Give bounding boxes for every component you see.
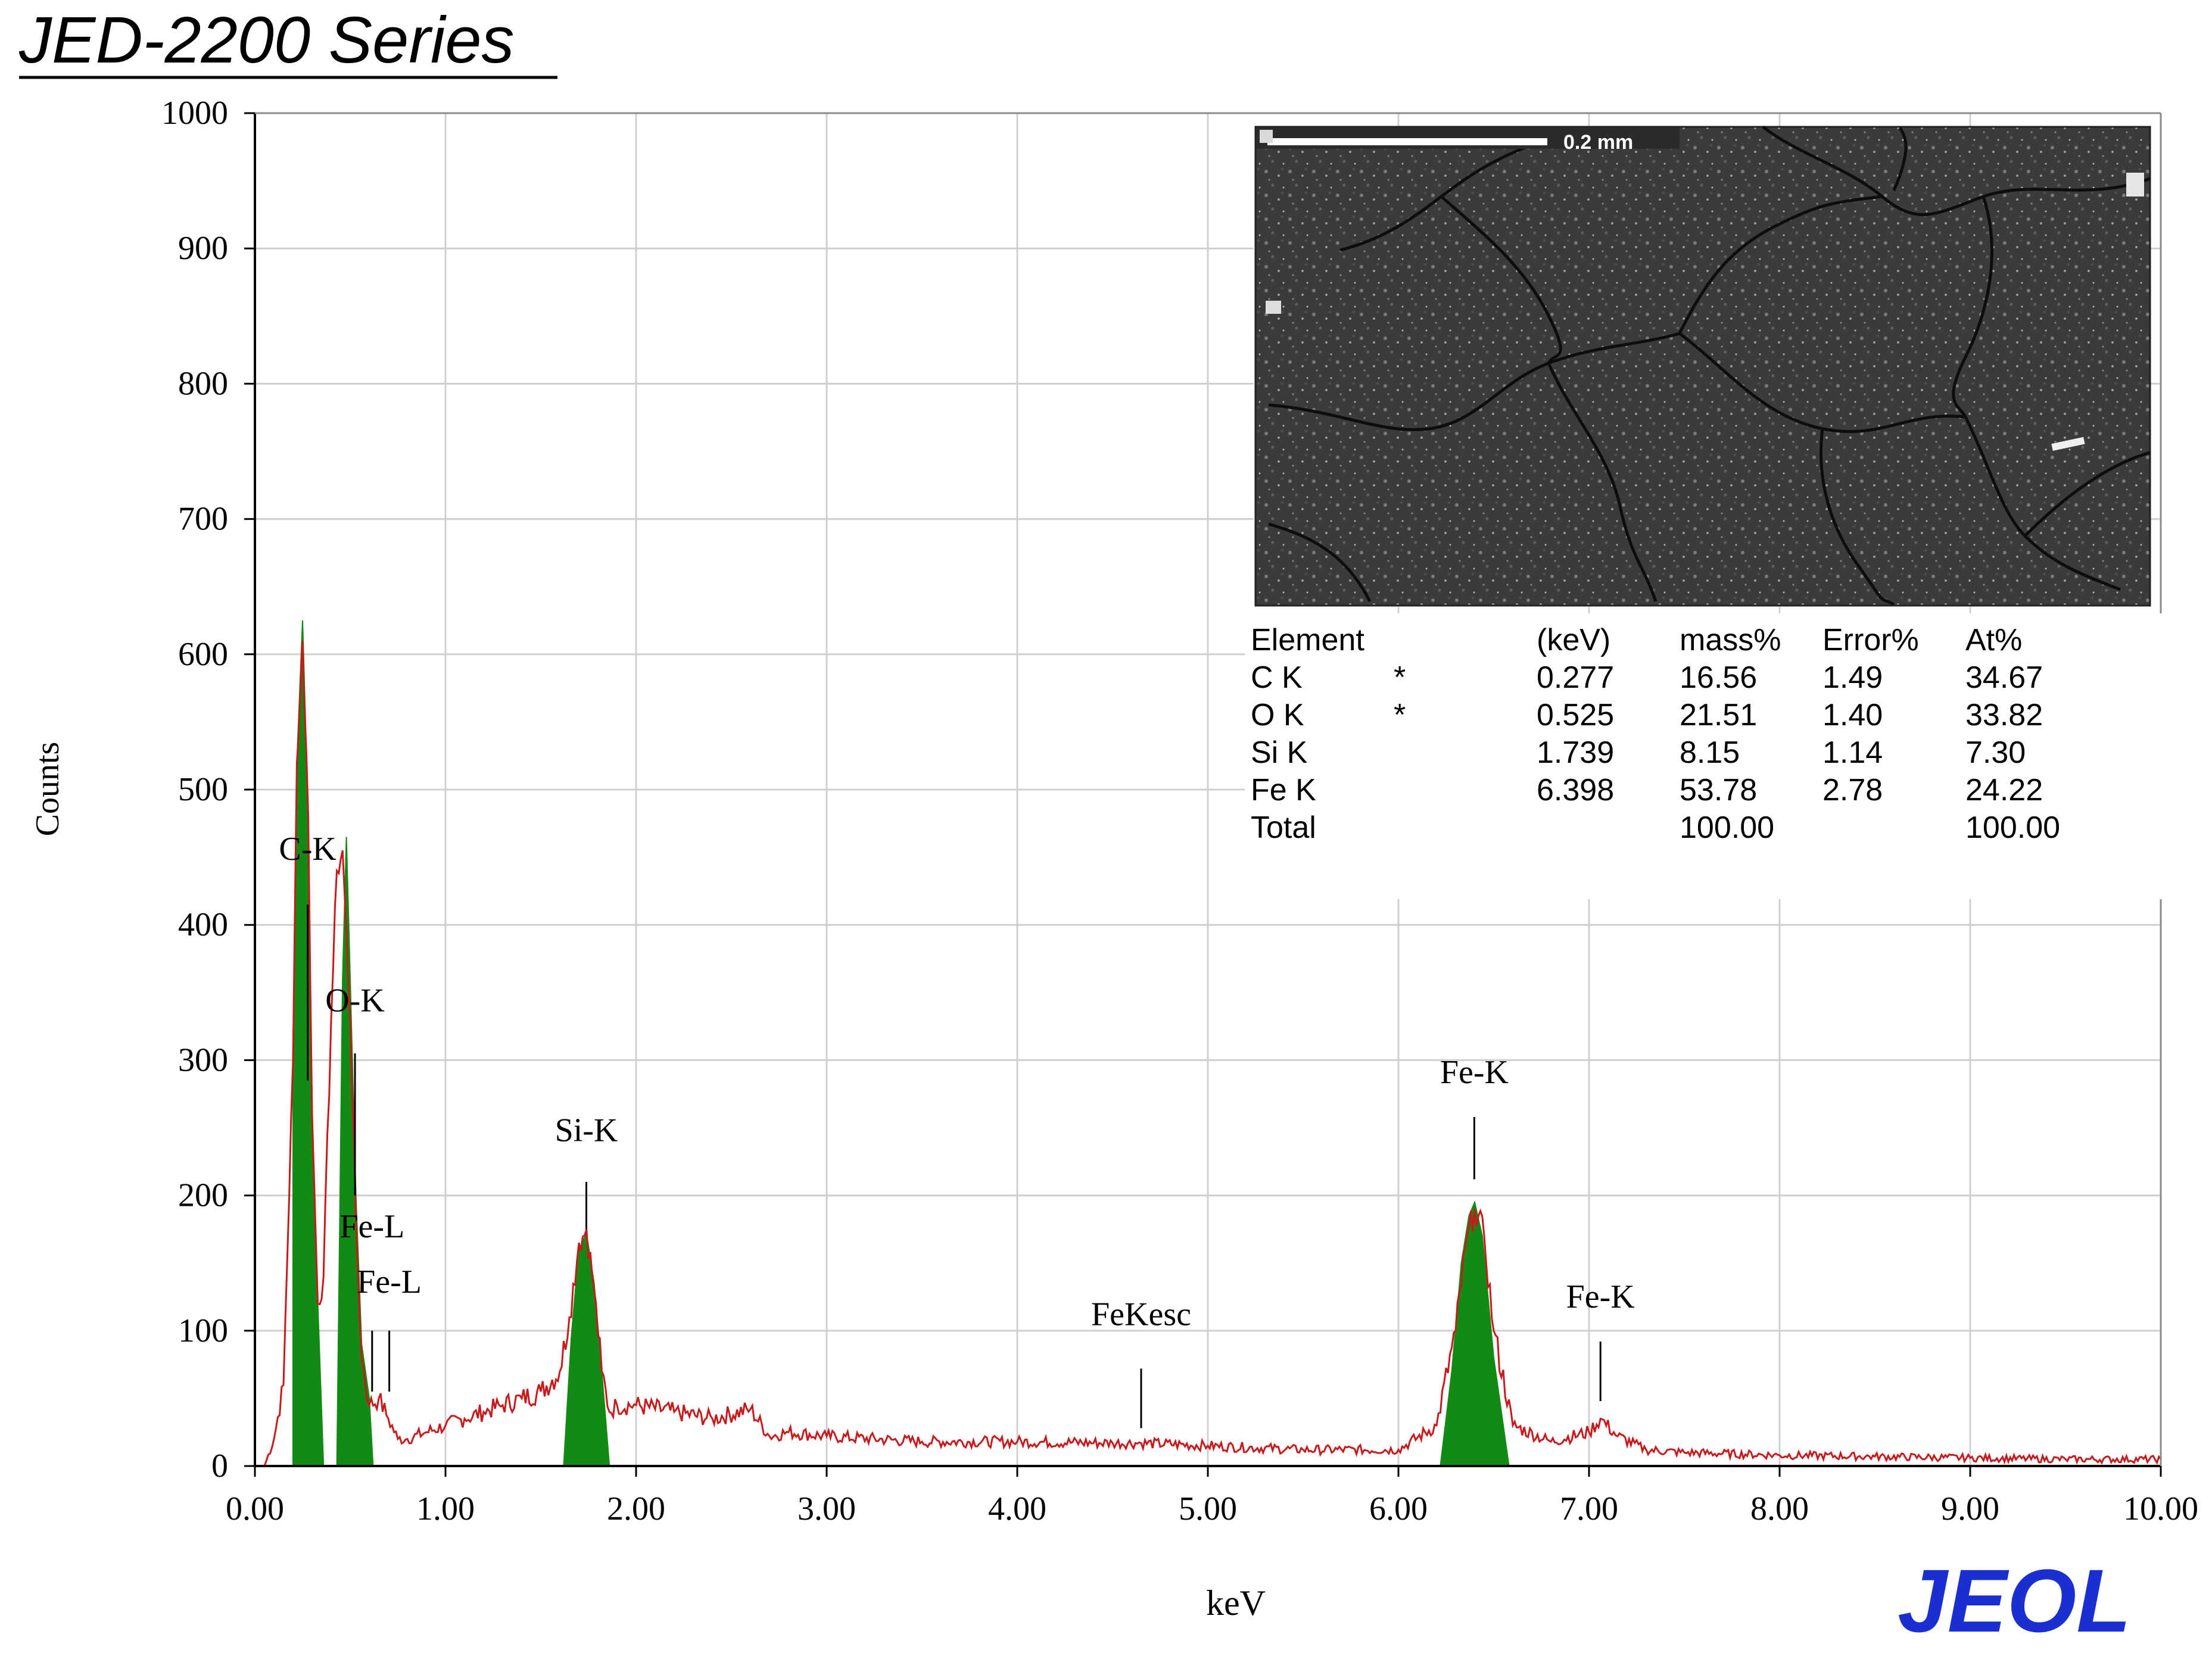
annotation-label: FeKesc	[1091, 1296, 1191, 1333]
sem-scale-label: 0.2 mm	[1563, 131, 1633, 154]
annotation-label: Fe-L	[339, 1208, 404, 1245]
table-cell: 6.398	[1537, 773, 1614, 807]
peak-fe-k	[1440, 1200, 1510, 1467]
table-cell: 0.277	[1537, 660, 1614, 695]
x-tick-label: 2.00	[607, 1490, 665, 1527]
sem-scale-bar	[1267, 138, 1547, 145]
annotation-label: Fe-L	[357, 1264, 422, 1300]
table-cell: 100.00	[1965, 810, 2060, 845]
sem-bright-particle	[2126, 173, 2144, 197]
x-tick-label: 1.00	[416, 1490, 475, 1527]
table-cell: 100.00	[1680, 810, 1774, 845]
y-tick-label: 300	[178, 1041, 228, 1078]
table-cell: *	[1394, 660, 1406, 695]
x-tick-label: 0.00	[226, 1490, 284, 1527]
y-axis-title: Counts	[29, 742, 66, 837]
table-cell: C K	[1251, 660, 1303, 695]
y-tick-label: 500	[178, 771, 228, 808]
annotation-label: Fe-K	[1566, 1278, 1635, 1315]
table-header-cell: Element	[1251, 623, 1364, 657]
y-tick-label: 800	[178, 365, 228, 402]
annotation-label: O-K	[325, 983, 385, 1019]
table-cell: 24.22	[1965, 773, 2043, 807]
x-tick-label: 9.00	[1941, 1490, 1999, 1527]
table-cell: 53.78	[1680, 773, 1757, 807]
y-tick-label: 100	[178, 1312, 228, 1349]
table-cell: 8.15	[1680, 735, 1740, 770]
sem-crack-lines	[1268, 126, 2151, 606]
y-tick-label: 0	[211, 1448, 228, 1484]
table-header-cell: mass%	[1680, 623, 1781, 657]
annotation-label: Si-K	[555, 1112, 618, 1149]
table-cell: 34.67	[1965, 660, 2043, 695]
y-tick-label: 200	[178, 1177, 228, 1214]
tick-labels: 0.00 1.00 2.00 3.00 4.00 5.00 6.00 7.00 8.00 9.00…	[161, 95, 2198, 1527]
annotation-label: Fe-K	[1440, 1054, 1509, 1091]
jeol-logo: JEOL	[1898, 1551, 2131, 1651]
table-cell: 1.49	[1822, 660, 1883, 695]
x-tick-label: 5.00	[1179, 1490, 1237, 1527]
figure-title: JED-2200 Series	[18, 4, 515, 77]
y-tick-label: 700	[178, 501, 228, 538]
table-cell: Fe K	[1251, 773, 1316, 807]
quantification-table: Element (keV) mass% Error% At% C K * 0.277 16.56…	[1245, 613, 2162, 899]
x-tick-label: 8.00	[1750, 1490, 1809, 1527]
table-cell: 1.40	[1822, 698, 1883, 732]
sem-toolbar-icon	[1260, 130, 1273, 143]
table-header-cell: (keV)	[1537, 623, 1610, 657]
table-cell: 0.525	[1537, 698, 1614, 732]
table-cell: Si K	[1251, 735, 1308, 770]
table-header-cell: Error%	[1822, 623, 1919, 657]
table-header-cell: At%	[1965, 623, 2022, 657]
x-tick-label: 6.00	[1369, 1490, 1428, 1527]
table-background	[1245, 613, 2162, 899]
sem-bright-particle	[1266, 301, 1281, 314]
y-tick-label: 400	[178, 906, 228, 943]
table-cell: 1.739	[1537, 735, 1614, 770]
x-axis-title: keV	[1206, 1583, 1266, 1623]
peak-si-k	[563, 1231, 610, 1467]
y-tick-label: 600	[178, 636, 228, 673]
table-cell: 16.56	[1680, 660, 1757, 695]
table-cell: *	[1394, 698, 1406, 732]
x-tick-label: 4.00	[988, 1490, 1046, 1527]
x-tick-label: 7.00	[1560, 1490, 1618, 1527]
peak-annotations: C-K O-K Fe-L Fe-L Si-K FeKesc Fe-K Fe-K	[279, 831, 1635, 1429]
table-cell: Total	[1251, 810, 1316, 845]
annotation-label: C-K	[279, 831, 336, 868]
y-tick-label: 1000	[161, 95, 228, 132]
table-cell: 7.30	[1965, 735, 2026, 770]
table-cell: 33.82	[1965, 698, 2043, 732]
table-cell: 1.14	[1822, 735, 1883, 770]
table-cell: 21.51	[1680, 698, 1757, 732]
x-tick-label: 10.00	[2123, 1490, 2198, 1527]
spectrum-line	[263, 641, 2162, 1467]
x-tick-label: 3.00	[797, 1490, 856, 1527]
table-cell: O K	[1251, 698, 1304, 732]
y-tick-label: 900	[178, 230, 228, 267]
sem-bright-particle	[2051, 436, 2085, 451]
table-cell: 2.78	[1822, 773, 1883, 807]
sem-micrograph: 0.2 mm	[1254, 126, 2151, 607]
